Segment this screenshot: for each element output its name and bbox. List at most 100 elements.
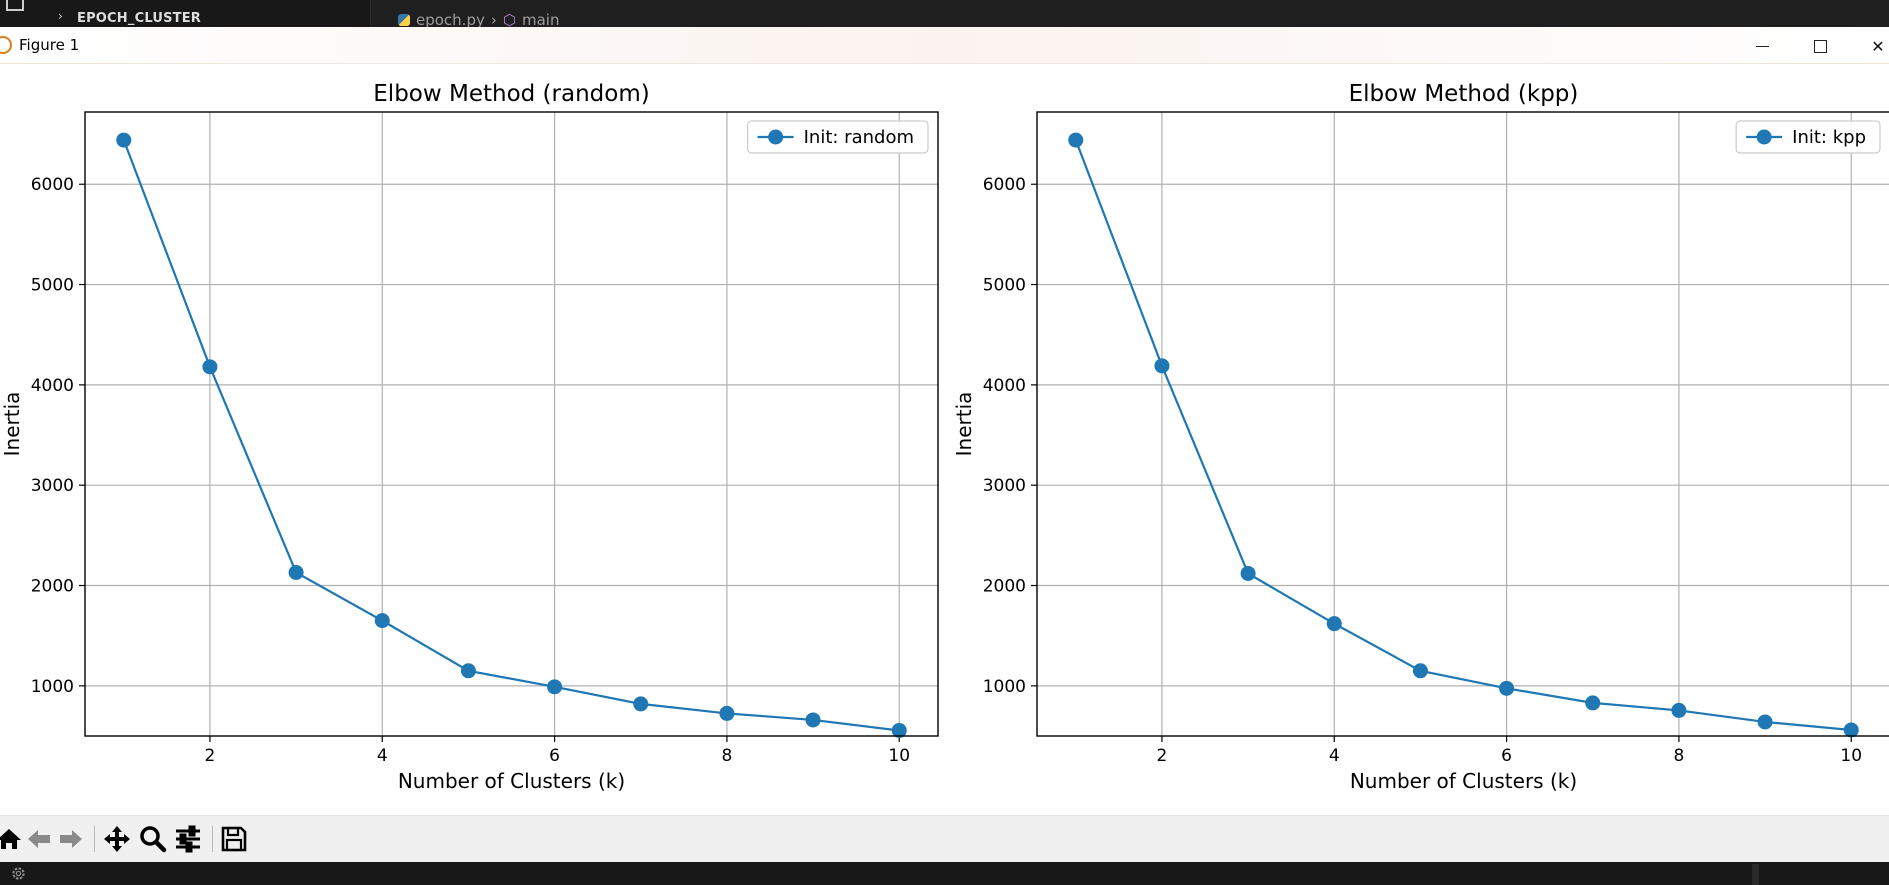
sliders-icon	[176, 825, 200, 853]
gear-icon[interactable]	[10, 865, 27, 882]
breadcrumb-file[interactable]: epoch.py	[416, 11, 485, 29]
data-point	[719, 705, 735, 721]
window-titlebar: Figure 1 ✕	[0, 27, 1889, 64]
subplot-2: 2 4 6 8 10 1000 2000 3000 4000 5000 6000 Elbow Meth…	[952, 81, 1889, 793]
axes-frame	[84, 111, 939, 737]
navigation-toolbar	[0, 815, 1889, 863]
x-tick-label: 10	[888, 746, 910, 766]
data-point	[288, 564, 304, 580]
y-tick-label: 2000	[31, 577, 74, 597]
editor-strip: › EPOCH_CLUSTER epoch.py › ⬡ main	[0, 0, 1889, 29]
home-button[interactable]	[0, 824, 24, 854]
x-tick-label: 4	[1329, 746, 1340, 766]
x-tick-label: 4	[377, 746, 388, 766]
legend-marker	[1756, 129, 1772, 145]
configure-subplots-button[interactable]	[173, 824, 203, 854]
floppy-disk-icon	[221, 826, 247, 852]
x-axis-label: Number of Clusters (k)	[1350, 769, 1577, 793]
arrow-right-icon	[60, 830, 82, 848]
y-tick-label: 6000	[983, 175, 1026, 195]
status-bar	[0, 862, 1889, 885]
data-point	[1843, 722, 1859, 738]
y-axis-label: Inertia	[952, 392, 976, 457]
axes-frame	[1036, 111, 1889, 737]
x-tick-label: 2	[205, 746, 216, 766]
x-tick-label: 6	[549, 746, 560, 766]
status-divider	[1752, 864, 1759, 885]
move-icon	[104, 826, 130, 852]
y-tick-label: 6000	[31, 175, 74, 195]
y-tick-label: 5000	[31, 276, 74, 296]
figure-svg: 2 4 6 8 10 1000 2000 3000 4000 5000 6000 Elbow Meth…	[0, 81, 1889, 793]
data-point	[805, 712, 821, 728]
x-tick-label: 2	[1157, 746, 1168, 766]
window-title: Figure 1	[19, 36, 80, 54]
minimize-button[interactable]	[1737, 29, 1787, 63]
python-file-icon	[398, 14, 410, 26]
toolbar-divider	[212, 826, 213, 852]
y-tick-label: 3000	[31, 476, 74, 496]
data-point	[1585, 695, 1601, 711]
data-point	[633, 696, 649, 712]
zoom-button[interactable]	[138, 824, 168, 854]
y-tick-label: 3000	[983, 476, 1026, 496]
x-tick-label: 8	[721, 746, 732, 766]
legend-box	[747, 120, 929, 154]
x-axis-label: Number of Clusters (k)	[398, 769, 625, 793]
data-point	[1154, 358, 1170, 374]
y-tick-label: 1000	[31, 677, 74, 697]
explorer-pane: › EPOCH_CLUSTER	[0, 0, 371, 27]
explorer-icon[interactable]	[6, 0, 24, 11]
maximize-icon	[1813, 39, 1827, 53]
data-point	[1240, 565, 1256, 581]
app-icon	[0, 36, 12, 54]
data-point	[1499, 680, 1515, 696]
maximize-button[interactable]	[1795, 29, 1845, 63]
x-tick-label: 8	[1673, 746, 1684, 766]
minimize-icon	[1755, 45, 1769, 47]
breadcrumb: epoch.py › ⬡ main	[398, 11, 559, 29]
data-point	[1326, 616, 1342, 632]
data-point	[202, 359, 218, 375]
back-button[interactable]	[24, 824, 54, 854]
save-figure-button[interactable]	[219, 824, 249, 854]
chart-title: Elbow Method (kpp)	[1349, 81, 1579, 107]
y-axis-label: Inertia	[0, 392, 24, 457]
symbol-cube-icon: ⬡	[502, 11, 516, 29]
data-point	[374, 613, 390, 629]
legend-marker	[768, 129, 784, 145]
legend-label: Init: kpp	[1792, 127, 1866, 148]
data-point	[1757, 714, 1773, 730]
close-icon: ✕	[1871, 36, 1885, 56]
series-line	[122, 139, 900, 732]
toolbar-divider	[94, 826, 95, 852]
close-button[interactable]: ✕	[1853, 29, 1889, 63]
y-tick-label: 1000	[983, 677, 1026, 697]
pan-button[interactable]	[102, 824, 132, 854]
data-point	[1671, 702, 1687, 718]
data-point	[547, 679, 563, 695]
series-line	[1074, 139, 1852, 732]
forward-button[interactable]	[56, 824, 86, 854]
subplot-1: 2 4 6 8 10 1000 2000 3000 4000 5000 6000 Elbow Meth…	[0, 81, 939, 793]
chevron-right-icon[interactable]: ›	[58, 9, 63, 23]
x-tick-label: 6	[1501, 746, 1512, 766]
legend-box	[1735, 120, 1881, 154]
breadcrumb-symbol[interactable]: main	[521, 11, 560, 29]
data-point	[891, 722, 907, 738]
y-tick-label: 2000	[983, 577, 1026, 597]
y-tick-label: 4000	[31, 376, 74, 396]
chart-title: Elbow Method (random)	[373, 81, 649, 107]
data-point	[116, 132, 132, 148]
y-tick-label: 4000	[983, 376, 1026, 396]
home-icon	[0, 829, 21, 849]
data-point	[1412, 663, 1428, 679]
data-point	[1068, 132, 1084, 148]
legend-label: Init: random	[804, 127, 914, 148]
data-point	[460, 663, 476, 679]
arrow-left-icon	[28, 830, 50, 848]
chevron-right-icon: ›	[490, 11, 497, 29]
x-tick-label: 10	[1840, 746, 1862, 766]
figure-canvas[interactable]: 2 4 6 8 10 1000 2000 3000 4000 5000 6000 Elbow Meth…	[0, 63, 1889, 815]
project-folder-label[interactable]: EPOCH_CLUSTER	[77, 11, 202, 26]
